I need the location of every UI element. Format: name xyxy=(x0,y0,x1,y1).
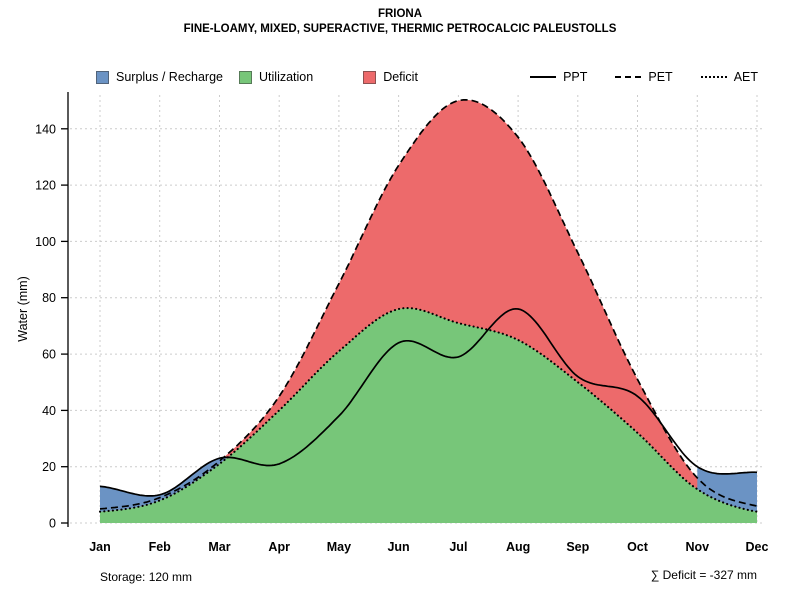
pet-curve xyxy=(99,98,758,510)
month-label: Jun xyxy=(387,540,409,554)
deficit-sum-label: ∑ Deficit = -327 mm xyxy=(650,568,757,582)
chart-subtitle: FINE-LOAMY, MIXED, SUPERACTIVE, THERMIC … xyxy=(183,23,617,35)
y-tick-label: 140 xyxy=(35,122,56,136)
ppt-curve xyxy=(99,307,758,497)
curves xyxy=(98,98,759,513)
legend-label-pet: PET xyxy=(648,70,673,84)
legend-item-aet: AET xyxy=(700,70,758,84)
month-label: Feb xyxy=(149,540,172,554)
y-tick-label: 60 xyxy=(42,348,56,362)
y-tick-label: 120 xyxy=(35,179,56,193)
y-tick-label: 40 xyxy=(42,404,56,418)
month-label: Dec xyxy=(746,540,769,554)
legend-label-aet: AET xyxy=(733,70,758,84)
y-tick-label: 0 xyxy=(49,517,56,531)
y-axis-label: Water (mm) xyxy=(16,276,30,342)
month-label: Oct xyxy=(627,540,649,554)
aet-curve xyxy=(98,306,759,513)
month-label: Jul xyxy=(449,540,467,554)
legend: Surplus / Recharge Utilization Deficit P… xyxy=(96,68,758,86)
legend-item-surplus: Surplus / Recharge xyxy=(96,70,223,84)
deficit-swatch-icon xyxy=(363,70,377,84)
month-label: Apr xyxy=(268,540,290,554)
surplus-area xyxy=(100,457,227,512)
surplus-swatch-icon xyxy=(96,70,109,84)
legend-label-surplus: Surplus / Recharge xyxy=(116,70,224,84)
ppt-line-icon xyxy=(530,76,557,78)
month-label: May xyxy=(327,540,351,554)
storage-label: Storage: 120 mm xyxy=(100,570,193,584)
pet-line-icon xyxy=(615,76,642,78)
month-label: Sep xyxy=(566,540,589,554)
month-label: Mar xyxy=(208,540,230,554)
chart-title: FRIONA xyxy=(377,8,423,20)
month-label: Aug xyxy=(506,540,530,554)
y-tick-label: 80 xyxy=(42,291,56,305)
legend-label-deficit: Deficit xyxy=(383,70,418,84)
legend-item-utilization: Utilization xyxy=(239,70,313,84)
utilization-area xyxy=(100,308,757,523)
surplus-area xyxy=(697,466,757,512)
legend-item-pet: PET xyxy=(615,70,673,84)
y-tick-label: 20 xyxy=(42,460,56,474)
month-label: Jan xyxy=(89,540,111,554)
legend-label-utilization: Utilization xyxy=(259,70,314,84)
area-fills xyxy=(100,99,757,523)
legend-label-ppt: PPT xyxy=(563,70,588,84)
deficit-area xyxy=(100,99,757,512)
y-tick-label: 100 xyxy=(35,235,56,249)
legend-item-deficit: Deficit xyxy=(363,70,418,84)
y-axis: 0 20 40 60 80 100 120 140 xyxy=(35,92,69,531)
aet-line-icon xyxy=(700,76,727,78)
utilization-swatch-icon xyxy=(239,70,253,84)
month-labels: Jan Feb Mar Apr May Jun Jul Aug Sep Oct Nov Dec xyxy=(89,540,768,554)
legend-item-ppt: PPT xyxy=(530,70,587,84)
month-label: Nov xyxy=(685,540,709,554)
